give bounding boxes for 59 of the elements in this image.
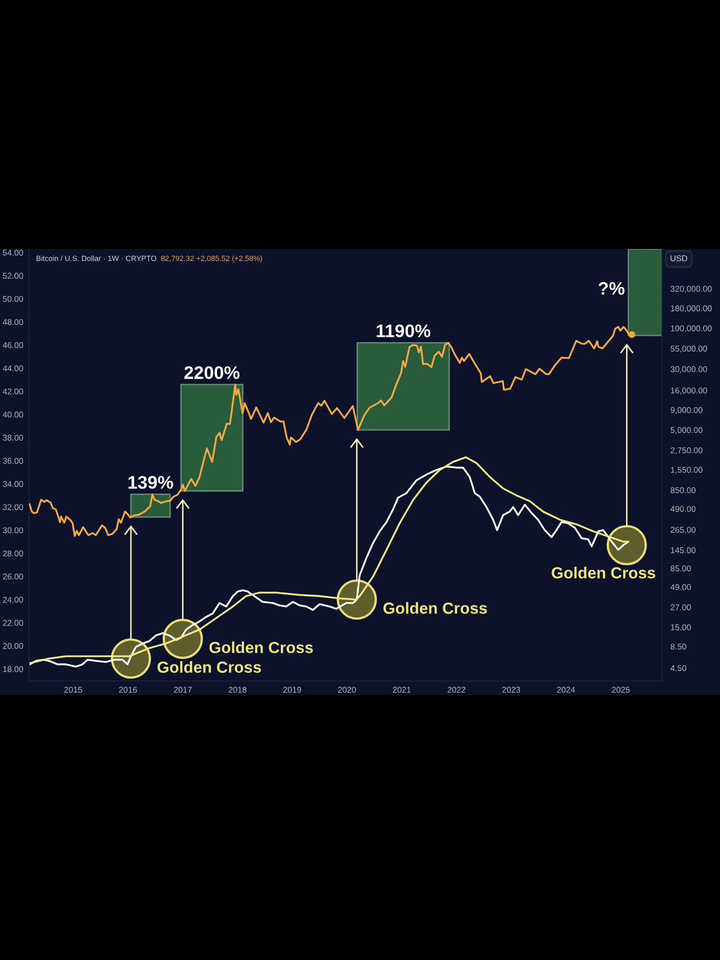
y-tick-label: 30.00 <box>2 527 24 534</box>
y-tick-label: 44.00 <box>2 365 24 372</box>
x-tick-label: 2023 <box>502 686 520 693</box>
y-tick-label: 42.00 <box>2 388 24 394</box>
x-tick-label: 2025 <box>612 686 630 693</box>
y-tick-label: 50.00 <box>2 296 24 302</box>
y2-tick-label: 9,000.00 <box>670 407 702 414</box>
y-tick-label: 26.00 <box>3 574 24 580</box>
y2-tick-label: 2,750.00 <box>670 447 702 454</box>
y2-tick-label: 490.00 <box>670 506 696 512</box>
y2-tick-label: 8.50 <box>670 644 686 650</box>
y2-tick-label: 265.00 <box>670 526 696 533</box>
y2-tick-label: 100,000.00 <box>670 325 712 332</box>
y-tick-label: 24.00 <box>3 596 24 603</box>
y2-tick-label: 145.00 <box>670 547 696 554</box>
x-tick-label: 2015 <box>64 686 82 693</box>
x-tick-label: 2018 <box>228 686 246 693</box>
y2-axis-title: USD <box>670 255 688 262</box>
y2-tick-label: 320,000.00 <box>670 286 712 293</box>
y2-tick-label: 30,000.00 <box>670 366 708 374</box>
y-tick-label: 28.00 <box>3 550 24 556</box>
x-tick-label: 2019 <box>283 686 302 693</box>
y-tick-label: 20.00 <box>3 643 24 649</box>
band-label: 139% <box>128 476 174 489</box>
y-tick-label: 18.00 <box>3 666 24 672</box>
y-tick-label: 36.00 <box>2 458 24 464</box>
y-tick-label: 48.00 <box>2 319 24 325</box>
y-tick-label: 32.00 <box>2 504 24 510</box>
y-tick-label: 46.00 <box>2 342 24 348</box>
annotation: Golden Cross <box>209 641 313 654</box>
annotation: Golden Cross <box>383 602 487 614</box>
x-tick-label: 2024 <box>557 686 575 693</box>
y2-tick-label: 15.00 <box>670 624 691 630</box>
y-tick-label: 40.00 <box>2 412 24 418</box>
y-tick-label: 38.00 <box>2 434 24 441</box>
y-tick-label: 54.00 <box>2 250 24 256</box>
band-label: 2200% <box>184 366 240 379</box>
x-tick-label: 2017 <box>174 686 192 693</box>
y-tick-label: 34.00 <box>2 481 24 487</box>
x-tick-label: 2020 <box>338 686 356 693</box>
y2-tick-label: 850.00 <box>670 487 696 494</box>
x-tick-label: 2016 <box>119 686 137 693</box>
annotation: Golden Cross <box>552 566 656 578</box>
x-tick-label: 2021 <box>392 686 411 693</box>
x-tick-label: 2022 <box>448 686 466 693</box>
y2-tick-label: 180,000.00 <box>670 305 712 312</box>
y2-tick-label: 85.00 <box>670 565 691 572</box>
y2-tick-label: 4.50 <box>670 665 686 672</box>
y2-tick-label: 27.00 <box>670 604 691 610</box>
y2-tick-label: 49.00 <box>670 584 691 590</box>
y2-tick-label: 16,000.00 <box>670 388 708 394</box>
band-label: ?% <box>598 282 624 295</box>
y-tick-label: 22.00 <box>3 620 24 626</box>
y2-tick-label: 55,000.00 <box>670 346 708 353</box>
y-tick-label: 52.00 <box>2 272 24 279</box>
y2-tick-label: 5,000.00 <box>670 427 702 434</box>
annotation: Golden Cross <box>158 661 261 673</box>
band-label: 1190% <box>376 324 430 338</box>
y2-tick-label: 1,550.00 <box>670 466 702 474</box>
